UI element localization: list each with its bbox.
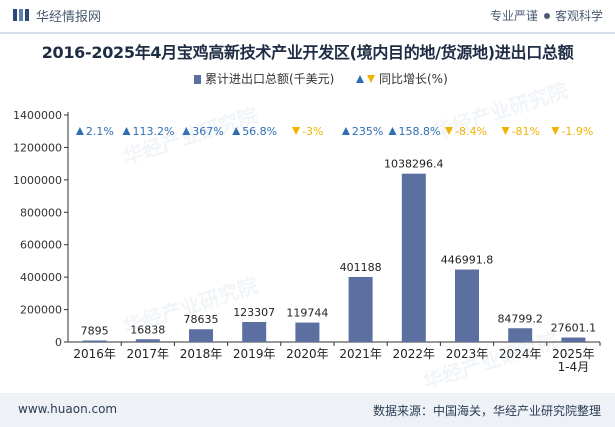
bar-value-label: 1038296.4	[384, 158, 444, 171]
growth-label: 367%	[192, 125, 223, 138]
growth-up-triangle-icon	[232, 127, 241, 135]
chart-title: 2016-2025年4月宝鸡高新技术产业开发区(境内目的地/货源地)进出口总额	[41, 43, 574, 62]
growth-up-triangle-icon	[341, 127, 350, 135]
legend-down-triangle-icon	[367, 75, 375, 83]
y-tick-label: 400000	[20, 271, 62, 284]
x-tick-label: 2025年	[552, 347, 595, 361]
growth-label: 158.8%	[399, 125, 441, 138]
x-tick-label: 2020年	[286, 347, 329, 361]
growth-down-triangle-icon	[292, 127, 300, 135]
bar-value-label: 123307	[233, 306, 275, 319]
y-tick-label: 200000	[20, 304, 62, 317]
bar	[401, 173, 426, 342]
growth-up-triangle-icon	[122, 127, 131, 135]
x-tick-label: 2022年	[393, 347, 436, 361]
bar-value-label: 78635	[184, 313, 219, 326]
x-tick-label: 2021年	[339, 347, 382, 361]
bar-value-label: 7895	[81, 325, 109, 338]
legend-bar-label: 累计进出口总额(千美元)	[205, 72, 334, 86]
bar-value-label: 119744	[286, 307, 328, 320]
bar-value-label: 16838	[130, 323, 165, 336]
x-tick-label: 2023年	[446, 347, 489, 361]
data-source: 数据来源：中国海关，华经产业研究院整理	[372, 404, 601, 418]
legend-bar-swatch	[194, 75, 201, 84]
growth-label: -3%	[302, 125, 323, 138]
growth-up-triangle-icon	[182, 127, 191, 135]
y-tick-label: 0	[55, 336, 62, 349]
bar	[82, 340, 107, 342]
title-bar: 2016-2025年4月宝鸡高新技术产业开发区(境内目的地/货源地)进出口总额	[0, 32, 615, 66]
brand-name: 华经情报网	[36, 10, 102, 25]
x-tick-label: 2017年	[127, 347, 170, 361]
y-tick-label: 800000	[20, 206, 62, 219]
bar	[348, 276, 373, 342]
growth-label: -8.4%	[455, 125, 487, 138]
y-tick-label: 1200000	[13, 141, 62, 154]
slogan-dot-icon	[543, 13, 550, 19]
slogan-right: 客观科学	[554, 9, 603, 23]
growth-down-triangle-icon	[501, 127, 510, 135]
slogan-left: 专业严谨	[489, 9, 538, 23]
bar	[508, 328, 533, 342]
y-tick-label: 600000	[20, 239, 62, 252]
legend-growth-label: 同比增长(%)	[379, 72, 448, 86]
y-tick-label: 1400000	[13, 109, 62, 122]
x-tick-label: 2024年	[499, 347, 542, 361]
bar	[135, 339, 160, 342]
slogan: 专业严谨 客观科学	[490, 7, 603, 24]
growth-label: 56.8%	[242, 125, 277, 138]
bar	[242, 322, 267, 342]
website-link[interactable]: www.huaon.com	[18, 402, 118, 416]
bar-value-label: 446991.8	[441, 254, 494, 267]
bar-value-label: 84799.2	[497, 312, 543, 325]
bar-chart: 累计进出口总额(千美元) 同比增长(%) 0 200000 400000 600000 80…	[13, 72, 601, 374]
growth-label: 113.2%	[133, 125, 175, 138]
legend-up-triangle-icon	[356, 75, 364, 83]
bar	[561, 337, 586, 342]
top-bar: 华经情报网 专业严谨 客观科学	[0, 0, 615, 32]
y-tick-label: 1000000	[13, 174, 62, 187]
x-tick-label: 2018年	[180, 347, 223, 361]
growth-down-triangle-icon	[551, 127, 560, 135]
growth-label: 2.1%	[86, 125, 114, 138]
x-tick-label: 2016年	[73, 347, 116, 361]
growth-up-triangle-icon	[388, 127, 397, 135]
growth-up-triangle-icon	[75, 127, 84, 135]
growth-down-triangle-icon	[445, 127, 453, 135]
growth-label: -81%	[512, 125, 540, 138]
growth-label: -1.9%	[561, 125, 593, 138]
x-tick-label: 1-4月	[558, 360, 590, 374]
x-tick-label: 2019年	[233, 347, 276, 361]
bar	[295, 322, 320, 342]
bar	[189, 329, 213, 342]
footer: www.huaon.com 数据来源：中国海关，华经产业研究院整理	[0, 393, 615, 427]
logo-icon	[13, 9, 29, 21]
bar	[455, 269, 479, 342]
growth-label: 235%	[352, 125, 383, 138]
bar-value-label: 401188	[340, 261, 382, 274]
bar-value-label: 27601.1	[551, 322, 597, 335]
